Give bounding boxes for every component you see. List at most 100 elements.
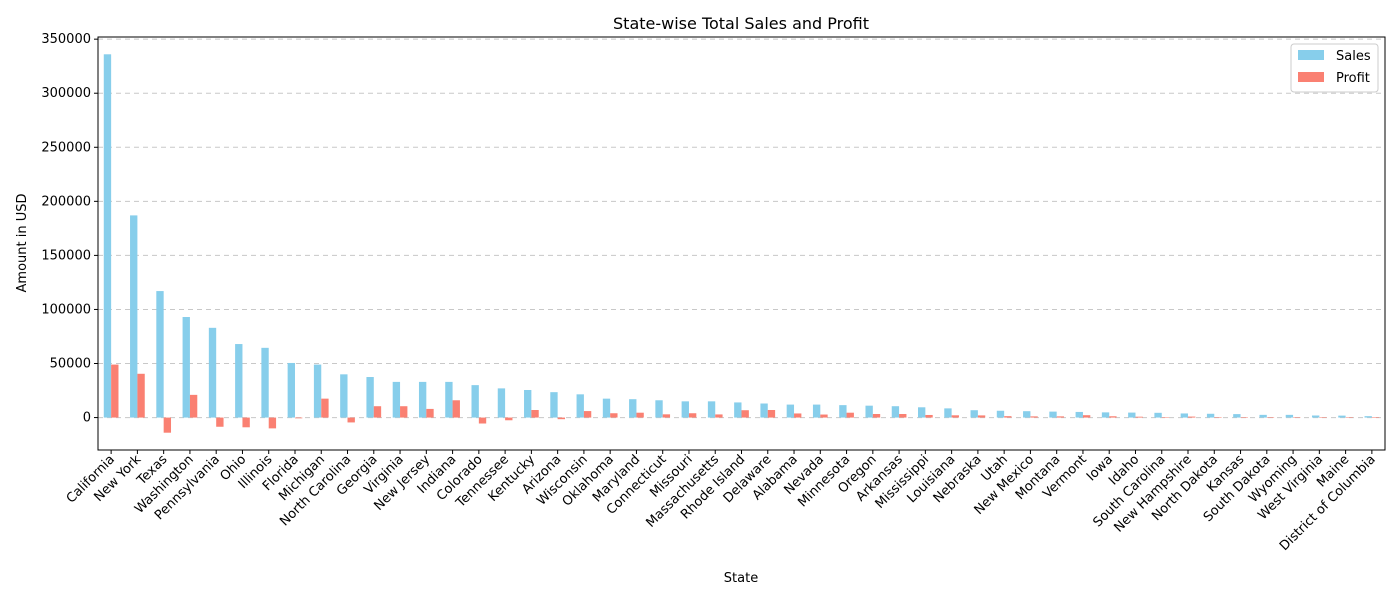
y-tick-label: 100000 — [41, 302, 91, 317]
y-tick-label: 350000 — [41, 32, 91, 47]
bar-profit-tennessee — [505, 417, 513, 421]
y-tick-label: 50000 — [50, 357, 91, 372]
legend-swatch-profit — [1298, 72, 1324, 82]
bar-sales-alabama — [786, 404, 795, 418]
bar-sales-new-york — [130, 215, 138, 418]
bar-sales-oklahoma — [602, 398, 611, 418]
bar-profit-nebraska — [977, 415, 986, 418]
axes-layer — [94, 36, 1386, 454]
bar-profit-arkansas — [899, 413, 907, 418]
bar-sales-arizona — [550, 392, 558, 418]
bar-sales-north-dakota — [1206, 413, 1215, 418]
bar-sales-south-dakota — [1259, 414, 1267, 418]
bar-sales-texas — [156, 291, 164, 418]
bar-sales-arkansas — [891, 406, 900, 418]
bar-sales-montana — [1049, 411, 1057, 418]
bar-profit-north-carolina — [347, 417, 355, 423]
legend-swatch-sales — [1298, 50, 1324, 60]
bar-profit-delaware — [767, 409, 776, 418]
bar-sales-louisiana — [944, 408, 952, 418]
bar-sales-utah — [996, 410, 1005, 418]
bar-profit-georgia — [373, 406, 382, 418]
plot-area-frame — [97, 36, 1386, 451]
bar-sales-michigan — [313, 364, 322, 418]
bar-profit-virginia — [400, 406, 408, 418]
bar-profit-nevada — [820, 414, 828, 418]
bar-sales-iowa — [1101, 412, 1110, 418]
bar-profit-alabama — [794, 413, 802, 418]
bar-sales-wisconsin — [576, 394, 584, 418]
bar-sales-maine — [1338, 415, 1346, 418]
bar-profit-north-dakota — [1214, 417, 1222, 418]
bar-sales-oregon — [865, 405, 873, 418]
y-axis-label: Amount in USD — [15, 194, 30, 293]
bar-profit-iowa — [1109, 416, 1117, 418]
bar-profit-south-dakota — [1266, 417, 1275, 418]
bar-sales-wyoming — [1285, 414, 1294, 418]
bar-sales-illinois — [261, 347, 269, 418]
bar-sales-new-jersey — [418, 381, 427, 418]
y-tick-label: 250000 — [41, 140, 91, 155]
bar-sales-delaware — [760, 403, 768, 418]
grid-layer — [98, 38, 1385, 419]
bar-profit-rhode-island — [741, 410, 749, 418]
bars-layer — [103, 54, 1380, 433]
bar-profit-wyoming — [1293, 417, 1301, 418]
y-tick-label: 300000 — [41, 86, 91, 101]
bar-sales-maryland — [629, 399, 637, 418]
bar-profit-arizona — [557, 417, 565, 420]
bar-profit-massachusetts — [715, 414, 723, 418]
legend: Sales Profit — [1290, 43, 1379, 93]
bar-sales-florida — [287, 362, 295, 418]
bar-profit-new-jersey — [426, 408, 434, 418]
chart-title: State-wise Total Sales and Profit — [613, 14, 869, 33]
bar-sales-kentucky — [524, 389, 532, 418]
bar-sales-pennsylvania — [208, 327, 217, 418]
bar-sales-ohio — [235, 344, 243, 418]
bar-profit-west-virginia — [1319, 417, 1327, 418]
bar-profit-utah — [1004, 416, 1012, 418]
bar-sales-west-virginia — [1311, 415, 1320, 418]
y-tick-label: 150000 — [41, 248, 91, 263]
bar-profit-colorado — [478, 417, 487, 424]
bar-profit-oklahoma — [610, 413, 618, 418]
bar-sales-minnesota — [839, 405, 847, 418]
bar-sales-georgia — [366, 377, 374, 418]
bar-profit-mississippi — [925, 414, 933, 418]
bar-profit-washington — [189, 394, 198, 418]
bar-sales-new-hampshire — [1180, 413, 1189, 418]
bar-sales-district-of-columbia — [1364, 416, 1372, 418]
bar-sales-kansas — [1233, 414, 1241, 418]
bar-profit-maine — [1345, 417, 1353, 418]
bar-sales-virginia — [392, 381, 401, 418]
bar-profit-new-york — [137, 373, 145, 418]
bar-sales-idaho — [1128, 412, 1136, 418]
bar-sales-indiana — [445, 381, 453, 418]
bar-profit-south-carolina — [1161, 417, 1170, 418]
bar-profit-illinois — [268, 417, 277, 429]
legend-label-profit: Profit — [1336, 71, 1370, 86]
legend-label-sales: Sales — [1336, 49, 1371, 64]
bar-sales-mississippi — [918, 407, 926, 418]
bar-sales-california — [103, 54, 112, 418]
bar-profit-new-hampshire — [1188, 416, 1196, 418]
bar-sales-connecticut — [655, 400, 663, 418]
bar-profit-new-mexico — [1030, 416, 1038, 418]
y-tick-labels: 0 50000 100000 150000 200000 250000 300000 3500… — [41, 32, 91, 425]
bar-profit-district-of-columbia — [1371, 417, 1380, 418]
bar-profit-texas — [163, 417, 172, 433]
bar-profit-ohio — [242, 417, 250, 428]
bar-profit-idaho — [1135, 416, 1143, 418]
bar-sales-rhode-island — [734, 402, 742, 418]
bar-profit-indiana — [452, 400, 460, 418]
bar-sales-nebraska — [970, 410, 978, 418]
y-tick-label: 0 — [83, 411, 91, 426]
bar-profit-maryland — [636, 412, 644, 418]
bar-profit-missouri — [688, 413, 697, 418]
bar-profit-kansas — [1240, 417, 1248, 418]
bar-sales-colorado — [471, 385, 479, 418]
bar-sales-new-mexico — [1023, 411, 1031, 418]
